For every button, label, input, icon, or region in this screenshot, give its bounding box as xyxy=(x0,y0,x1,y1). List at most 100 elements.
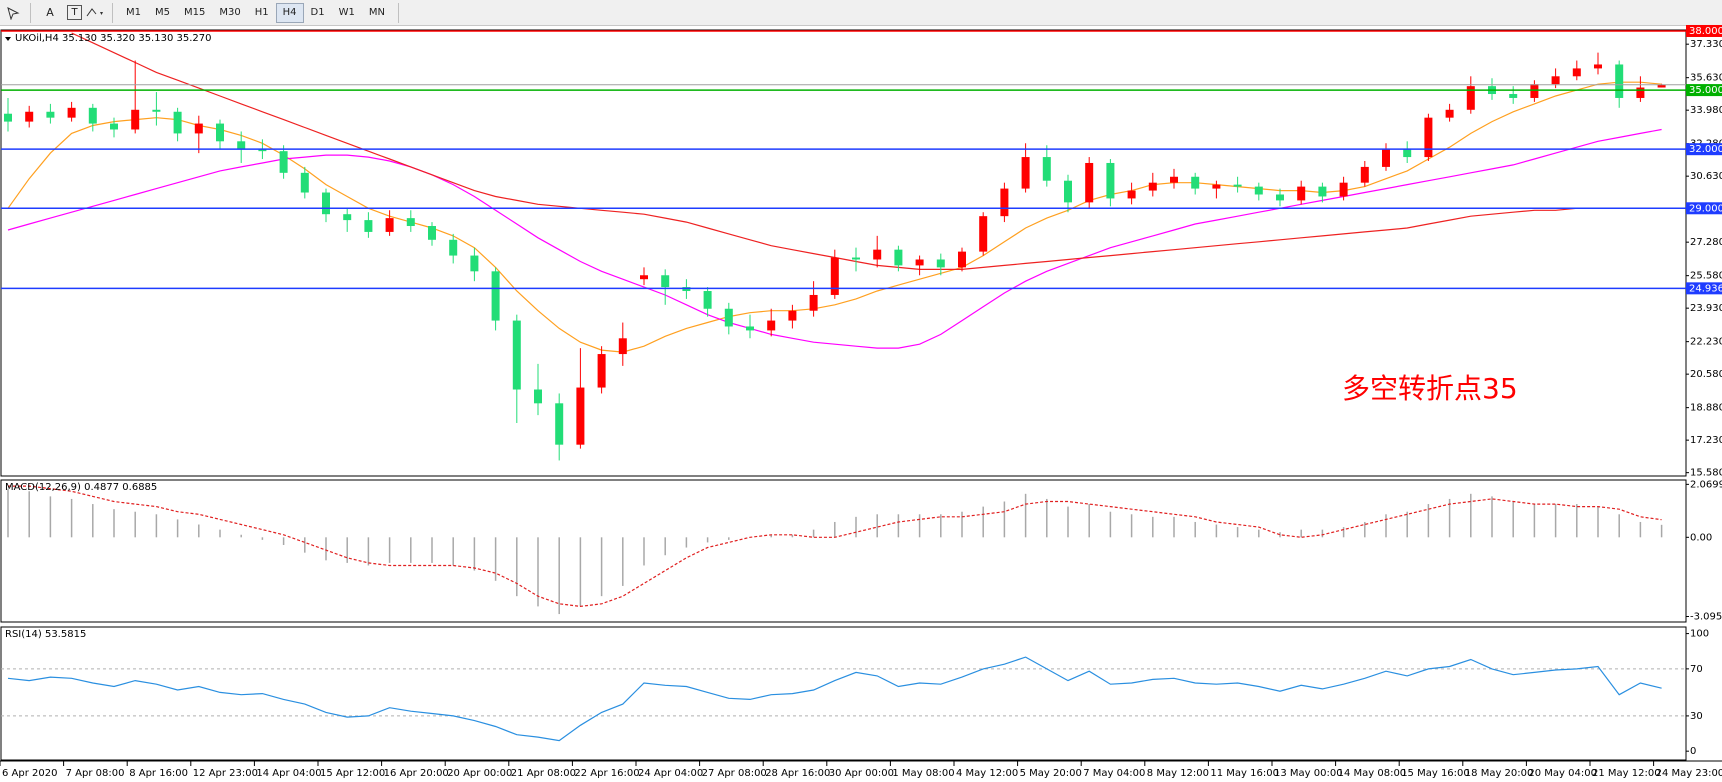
candle-body xyxy=(46,111,55,118)
candle-body xyxy=(1636,87,1645,98)
y-tick-label: 30 xyxy=(1690,711,1703,722)
candle-body xyxy=(470,255,479,272)
candle-body xyxy=(88,107,97,124)
candle-body xyxy=(555,403,564,445)
candle-body xyxy=(809,294,818,311)
candle-body xyxy=(724,308,733,327)
timeframe-button[interactable]: M30 xyxy=(219,7,241,18)
rsi-line xyxy=(7,656,1662,742)
x-tick-label: 14 May 08:00 xyxy=(1338,768,1407,779)
candle-body xyxy=(618,338,627,355)
y-tick-label: -3.0951 xyxy=(1690,612,1722,623)
level-label-box xyxy=(1686,84,1722,97)
candle-body xyxy=(4,113,12,122)
level-label: 24.936 xyxy=(1689,283,1722,294)
candle-body xyxy=(767,320,776,331)
candle-body xyxy=(1403,149,1412,158)
x-tick-label: 18 May 20:00 xyxy=(1465,768,1534,779)
x-tick-label: 13 May 00:00 xyxy=(1274,768,1343,779)
candle-body xyxy=(1042,157,1051,181)
level-label: 35.000 xyxy=(1689,85,1722,96)
candle-body xyxy=(534,389,542,404)
candle-body xyxy=(894,249,903,266)
candle-body xyxy=(1127,190,1136,199)
candle-body xyxy=(449,239,458,256)
x-tick-label: 30 Apr 00:00 xyxy=(829,768,894,779)
candle-body xyxy=(1360,166,1369,183)
candle-body xyxy=(1106,162,1115,199)
timeframe-button[interactable]: W1 xyxy=(338,7,355,18)
candle-body xyxy=(1254,186,1263,195)
timeframe-button[interactable]: H1 xyxy=(254,7,269,18)
objects-icon[interactable] xyxy=(84,3,106,23)
timeframe-button[interactable]: M15 xyxy=(184,7,206,18)
candle-body xyxy=(1382,149,1390,167)
candle-body xyxy=(1509,94,1518,98)
x-tick-label: 22 Apr 16:00 xyxy=(574,768,639,779)
level-label: 29.000 xyxy=(1689,203,1722,214)
candle-body xyxy=(1339,182,1348,197)
timeframe-button[interactable]: D1 xyxy=(310,7,325,18)
y-tick-label: 22.230 xyxy=(1690,337,1722,348)
x-tick-label: 6 Apr 2020 xyxy=(2,768,57,779)
y-tick-label: 30.630 xyxy=(1690,171,1722,182)
candle-body xyxy=(385,218,394,232)
candle-body xyxy=(279,151,288,173)
level-label-box xyxy=(1686,24,1722,37)
candle-body xyxy=(406,218,415,227)
candle-body xyxy=(25,111,34,122)
y-tick-label: 15.580 xyxy=(1690,468,1722,479)
candle-body xyxy=(1572,68,1581,77)
candle-body xyxy=(364,220,373,232)
candle-body xyxy=(1318,186,1327,197)
x-tick-label: 16 Apr 20:00 xyxy=(384,768,449,779)
y-tick-label: 0.00 xyxy=(1690,532,1712,543)
x-tick-label: 24 Apr 04:00 xyxy=(638,768,703,779)
timeframe-button[interactable]: MN xyxy=(368,7,385,18)
annotation: 多空转折点35 xyxy=(1342,372,1518,405)
timeframe-button[interactable]: H4 xyxy=(275,2,304,23)
candle-body xyxy=(1530,84,1539,98)
candle-body xyxy=(1021,157,1030,189)
candle-body xyxy=(1466,86,1475,110)
toolbar: A T M1 M5 M15 M30 H1 H4 D1 W1 MN xyxy=(0,0,1722,26)
label-tool[interactable]: T xyxy=(67,5,82,20)
candle-body xyxy=(343,214,352,221)
y-tick-label: 20.580 xyxy=(1690,369,1722,380)
candle-body xyxy=(640,275,648,280)
text-tool[interactable]: A xyxy=(46,6,54,19)
x-tick-label: 4 May 12:00 xyxy=(956,768,1018,779)
x-tick-label: 15 Apr 12:00 xyxy=(320,768,385,779)
x-tick-label: 11 May 16:00 xyxy=(1210,768,1279,779)
candle-body xyxy=(1594,64,1602,69)
y-tick-label: 25.580 xyxy=(1690,271,1722,282)
x-tick-label: 15 May 16:00 xyxy=(1401,768,1470,779)
candle-body xyxy=(428,226,436,240)
level-label: 38.000 xyxy=(1689,26,1722,37)
cursor-icon[interactable] xyxy=(2,3,24,23)
candle-body xyxy=(491,271,500,321)
pane-frame xyxy=(0,626,1687,761)
candle-body xyxy=(194,123,203,134)
signal-line xyxy=(8,485,1662,608)
candle-body xyxy=(322,192,330,215)
x-tick-label: 1 May 08:00 xyxy=(892,768,954,779)
candle-body xyxy=(788,310,797,321)
timeframe-button[interactable]: M5 xyxy=(155,7,170,18)
candle-body xyxy=(979,216,988,252)
candle-body xyxy=(1064,180,1072,203)
level-label-box xyxy=(1686,202,1722,215)
x-tick-label: 14 Apr 04:00 xyxy=(256,768,321,779)
y-tick-label: 2.0699 xyxy=(1690,479,1722,490)
timeframe-button[interactable]: M1 xyxy=(126,7,141,18)
pane-title: MACD(12,26,9) 0.4877 0.6885 xyxy=(5,482,157,493)
candle-body xyxy=(1445,109,1454,118)
candle-body xyxy=(152,109,161,112)
separator xyxy=(397,2,399,23)
candle-body xyxy=(110,123,118,130)
level-label: 32.000 xyxy=(1689,144,1722,155)
candle-body xyxy=(597,354,606,388)
pane-title: RSI(14) 53.5815 xyxy=(5,629,86,640)
candle-body xyxy=(852,257,860,260)
